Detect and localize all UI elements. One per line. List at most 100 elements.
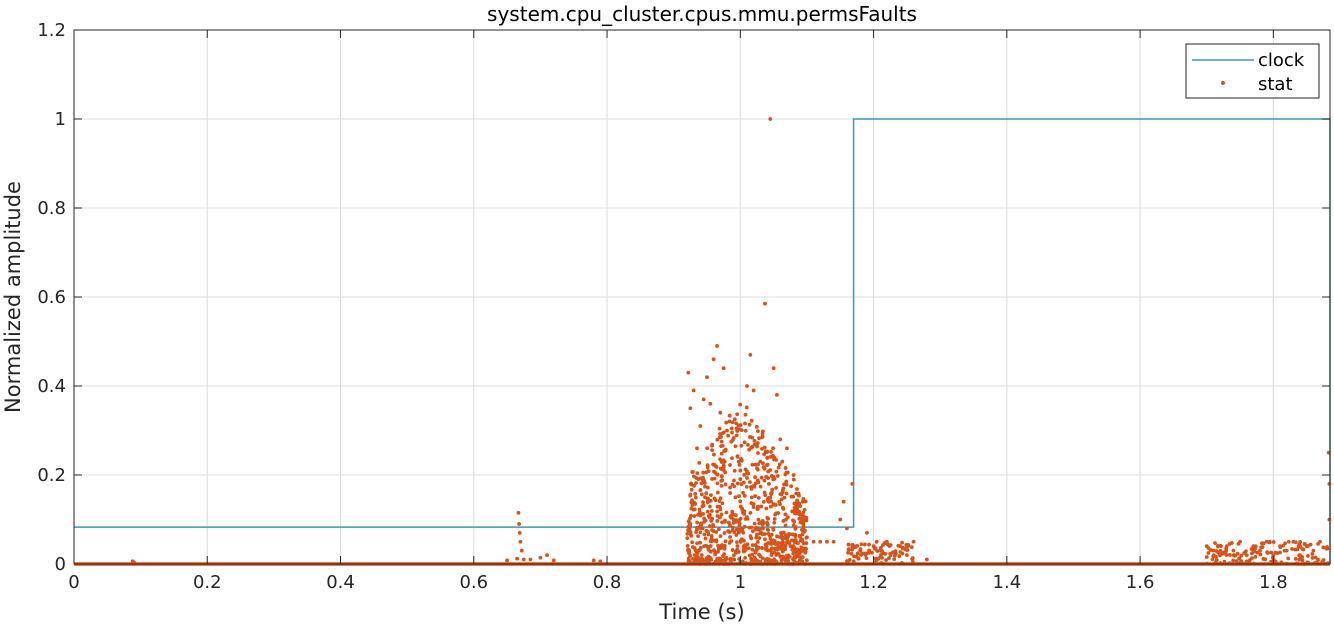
series-stat-point (738, 423, 743, 427)
series-stat-point (1293, 540, 1298, 545)
series-stat-point (698, 540, 703, 545)
series-stat-point (743, 421, 747, 426)
series-stat-point (852, 554, 856, 559)
series-stat-point (705, 375, 709, 379)
series-stat-point (859, 542, 864, 547)
series-stat-point (754, 545, 759, 549)
series-stat-point (696, 548, 701, 553)
series-stat-point (691, 388, 696, 393)
series-stat-point (793, 532, 798, 537)
series-stat-point (787, 541, 792, 545)
series-stat-point (735, 455, 740, 459)
series-stat-point (748, 534, 753, 539)
series-stat-point (690, 470, 695, 474)
series-stat-point (769, 492, 773, 497)
series-stat-point (790, 547, 795, 552)
series-stat-point (769, 532, 774, 537)
series-stat-point (743, 555, 748, 560)
series-stat-point (703, 518, 708, 523)
series-stat-point (591, 558, 596, 563)
series-stat-point (690, 545, 695, 549)
series-stat-point (1311, 548, 1316, 553)
series-stat-point (703, 536, 708, 541)
series-stat-point (694, 530, 699, 534)
series-stat-point (721, 366, 726, 371)
legend-label-stat: stat (1258, 74, 1293, 95)
series-stat-point (708, 504, 712, 509)
series-stat-point (735, 540, 739, 545)
series-stat-point (762, 466, 767, 471)
x-tick-label: 1 (735, 572, 746, 593)
series-stat-point (755, 441, 760, 445)
series-stat-point (715, 437, 720, 442)
series-stat-point (708, 544, 713, 548)
series-stat-point (716, 546, 721, 551)
series-stat-point (774, 469, 779, 474)
series-stat-point (718, 557, 723, 562)
series-stat-point (720, 443, 725, 448)
series-stat-point (799, 548, 804, 553)
series-stat-point (528, 557, 533, 562)
series-stat-point (132, 560, 136, 565)
series-stat-point (515, 556, 519, 561)
x-axis-label: Time (s) (658, 600, 744, 624)
series-stat-point (516, 510, 521, 515)
series-stat-point (790, 509, 795, 514)
series-stat-point (1214, 554, 1218, 559)
series-stat-point (1216, 544, 1220, 548)
series-stat-point (853, 544, 857, 549)
series-stat-point (1316, 557, 1320, 562)
series-stat-point (718, 432, 722, 436)
series-stat-point (749, 495, 754, 500)
series-stat-point (1239, 553, 1244, 558)
series-stat-point (687, 549, 692, 554)
series-stat-point (715, 481, 720, 486)
series-stat-point (704, 528, 709, 533)
series-stat-point (718, 457, 722, 462)
series-stat-point (865, 530, 869, 535)
series-stat-point (762, 478, 767, 483)
series-stat-point (760, 546, 764, 550)
series-stat-point (744, 484, 749, 489)
series-stat-point (849, 551, 854, 556)
series-stat-point (728, 557, 733, 562)
series-stat-point (765, 522, 770, 527)
series-stat-point (688, 406, 693, 411)
series-stat-point (768, 504, 773, 509)
x-tick-label: 1.4 (993, 572, 1022, 593)
series-stat-point (689, 506, 694, 511)
series-stat-point (897, 554, 902, 558)
series-stat-point (703, 484, 707, 489)
series-stat-point (1321, 558, 1326, 562)
series-stat-point (735, 481, 740, 486)
series-stat-point (800, 560, 805, 565)
series-stat-point (717, 426, 722, 431)
series-stat-point (792, 519, 797, 524)
series-stat-point (1253, 554, 1258, 559)
series-stat-point (705, 496, 710, 501)
series-stat-point (904, 553, 909, 557)
series-stat-point (715, 344, 719, 348)
x-tick-label: 1.2 (859, 572, 888, 593)
series-stat-point (727, 419, 732, 424)
series-stat-point (791, 494, 796, 499)
series-stat-point (688, 492, 693, 497)
series-stat-point (775, 474, 780, 478)
series-stat-point (749, 559, 754, 563)
series-stat-point (716, 549, 720, 554)
series-stat-point (1258, 548, 1262, 553)
series-stat-point (732, 484, 737, 489)
series-stat-point (804, 535, 809, 540)
y-tick-label: 1.2 (37, 20, 66, 41)
series-stat-point (704, 491, 709, 496)
series-stat-point (792, 505, 797, 510)
series-stat-point (724, 420, 729, 425)
series-stat-point (1206, 546, 1211, 551)
series-stat-point (767, 482, 771, 486)
series-stat-point (1293, 547, 1298, 552)
series-stat-point (1231, 558, 1236, 563)
series-stat-point (750, 444, 755, 449)
series-stat-point (757, 521, 762, 526)
series-stat-point (771, 446, 775, 451)
series-stat-point (762, 452, 767, 457)
